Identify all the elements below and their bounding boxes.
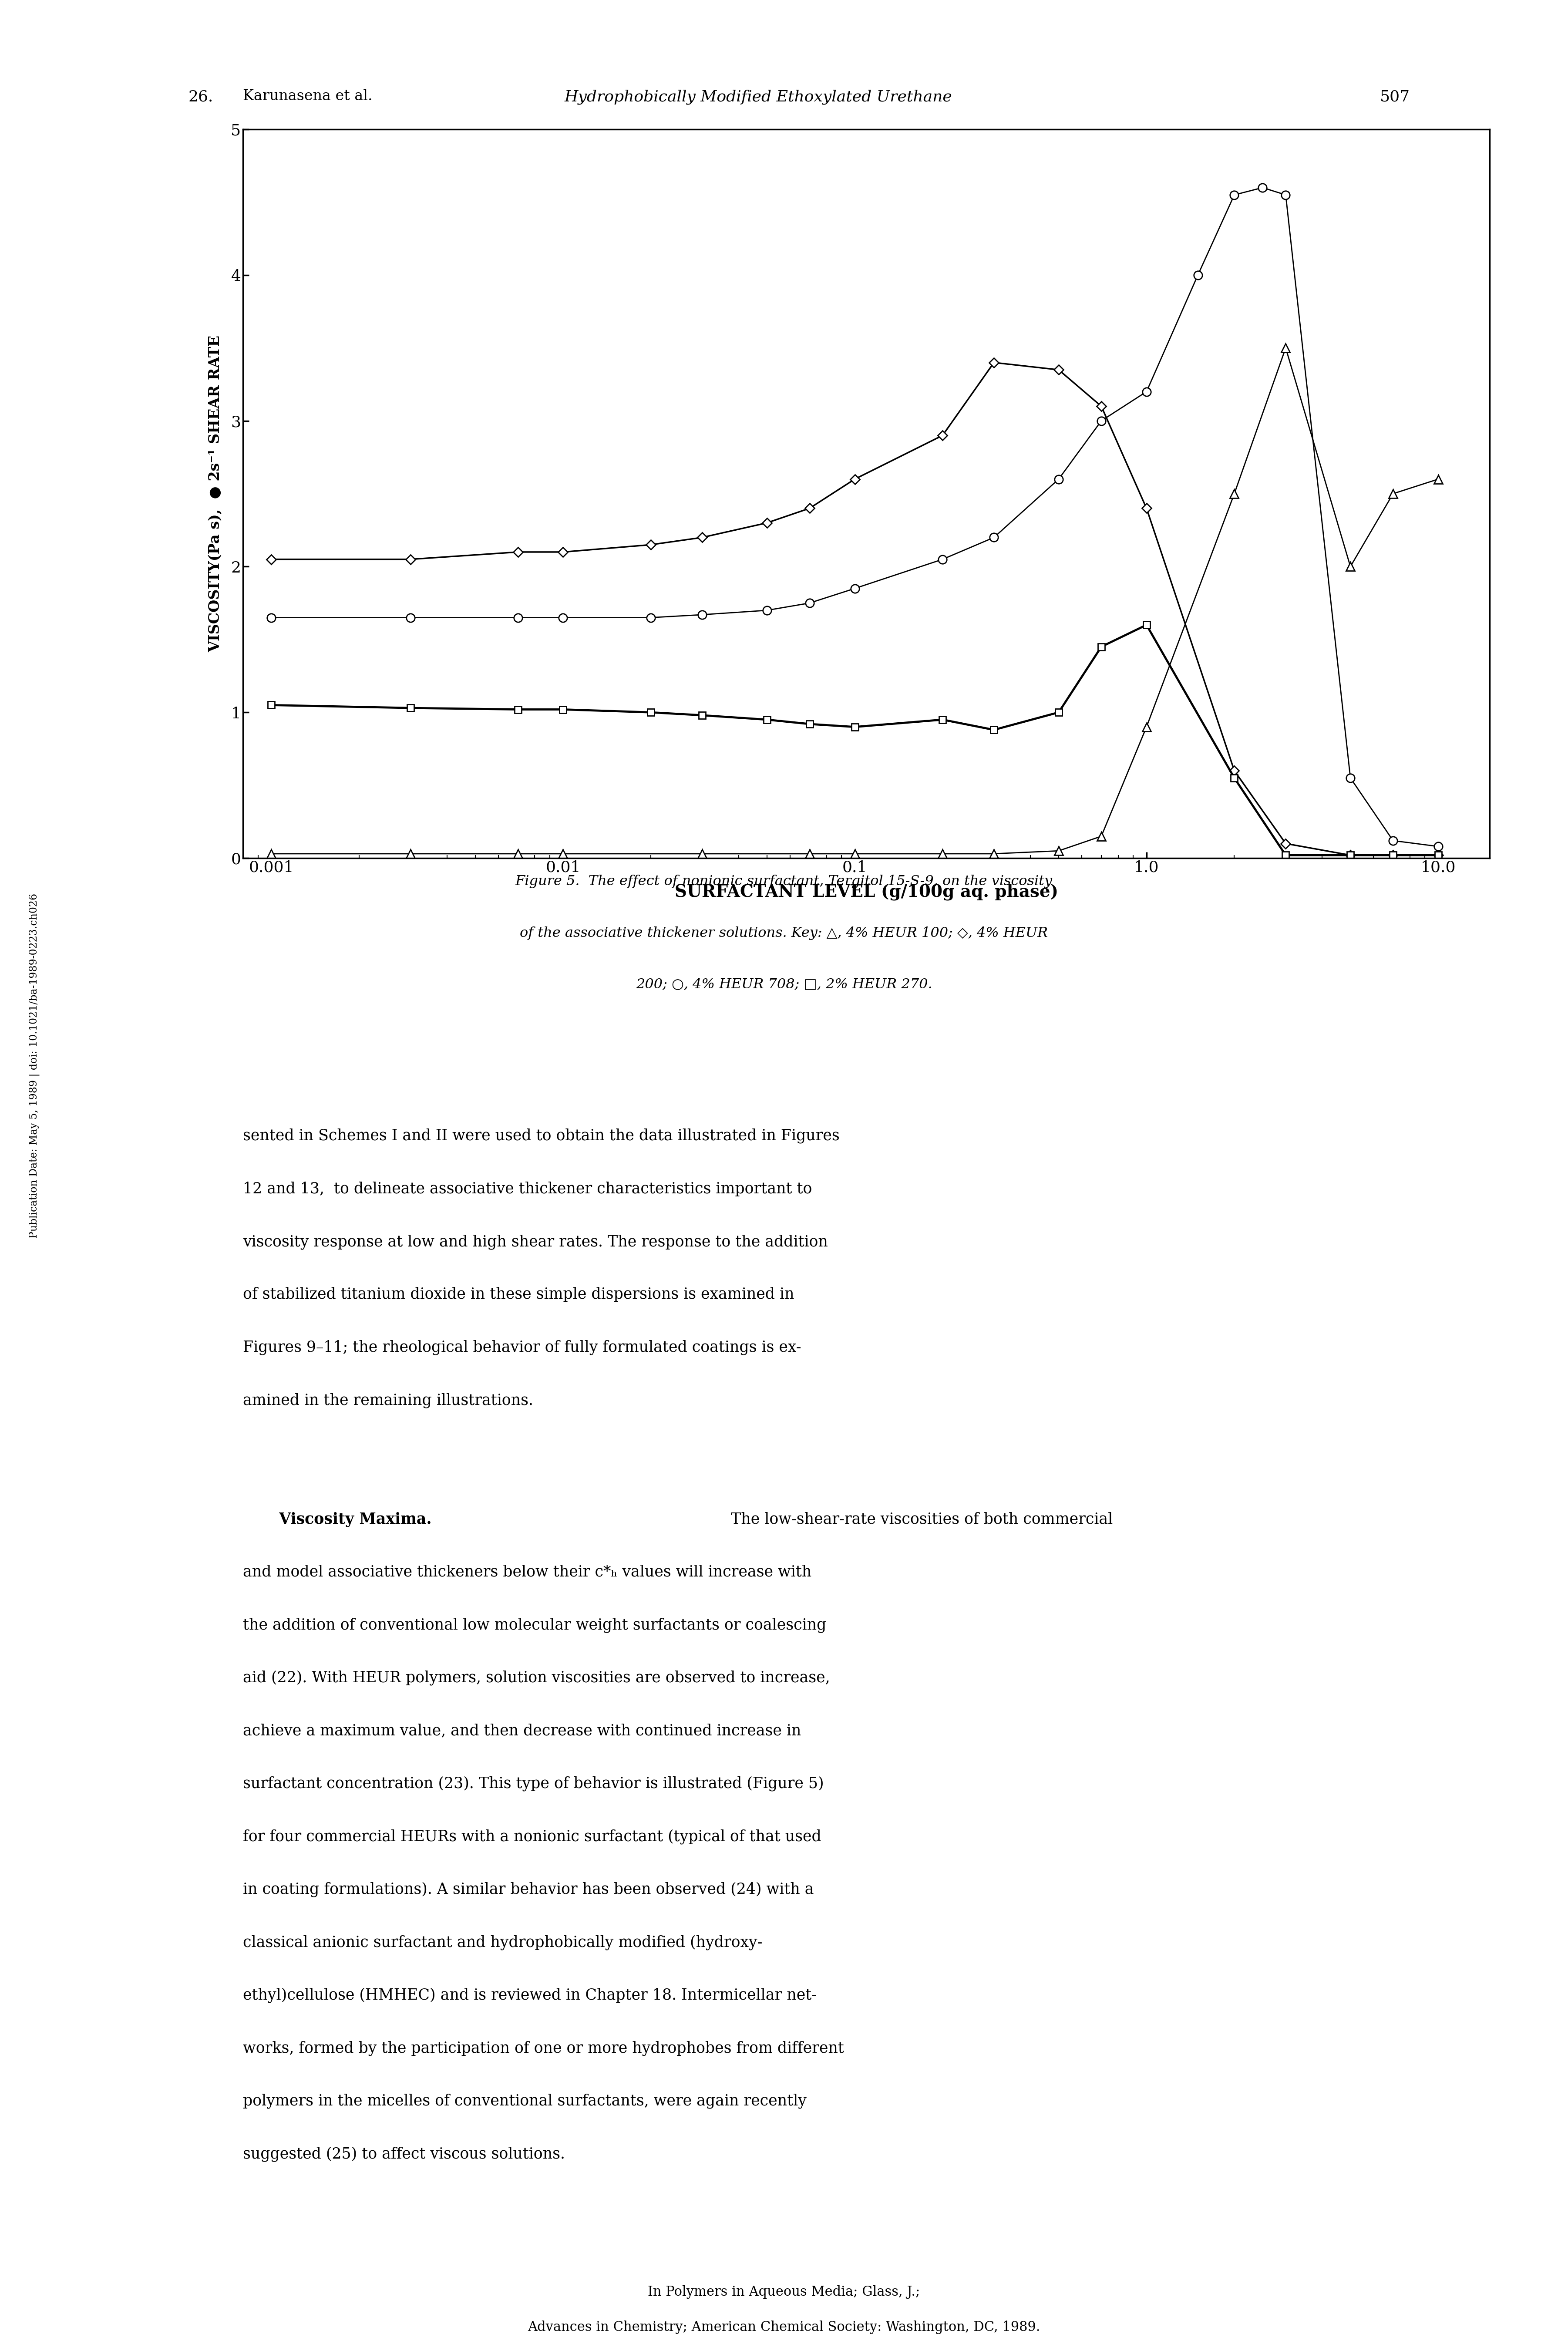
Text: in coating formulations). A similar behavior has been observed (24) with a: in coating formulations). A similar beha… bbox=[243, 1881, 814, 1897]
Text: of stabilized titanium dioxide in these simple dispersions is examined in: of stabilized titanium dioxide in these … bbox=[243, 1288, 795, 1302]
Y-axis label: VISCOSITY(Pa s),  ● 2s⁻¹ SHEAR RATE: VISCOSITY(Pa s), ● 2s⁻¹ SHEAR RATE bbox=[209, 336, 223, 651]
Text: 507: 507 bbox=[1380, 89, 1410, 103]
Text: 26.: 26. bbox=[188, 89, 213, 103]
Text: Advances in Chemistry; American Chemical Society: Washington, DC, 1989.: Advances in Chemistry; American Chemical… bbox=[528, 2320, 1040, 2335]
Text: surfactant concentration (23). This type of behavior is illustrated (Figure 5): surfactant concentration (23). This type… bbox=[243, 1777, 825, 1791]
Text: Karunasena et al.: Karunasena et al. bbox=[243, 89, 373, 103]
X-axis label: SURFACTANT LEVEL (g/100g aq. phase): SURFACTANT LEVEL (g/100g aq. phase) bbox=[674, 884, 1058, 900]
Text: sented in Schemes I and II were used to obtain the data illustrated in Figures: sented in Schemes I and II were used to … bbox=[243, 1128, 840, 1143]
Text: Viscosity Maxima.: Viscosity Maxima. bbox=[243, 1512, 431, 1526]
Text: Figure 5.  The effect of nonionic surfactant, Tergitol 15-S-9, on the viscosity: Figure 5. The effect of nonionic surfact… bbox=[516, 875, 1052, 889]
Text: classical anionic surfactant and hydrophobically modified (hydroxy-: classical anionic surfactant and hydroph… bbox=[243, 1935, 762, 1949]
Text: amined in the remaining illustrations.: amined in the remaining illustrations. bbox=[243, 1392, 533, 1408]
Text: works, formed by the participation of one or more hydrophobes from different: works, formed by the participation of on… bbox=[243, 2041, 844, 2055]
Text: suggested (25) to affect viscous solutions.: suggested (25) to affect viscous solutio… bbox=[243, 2146, 564, 2161]
Text: and model associative thickeners below their c*ₕ values will increase with: and model associative thickeners below t… bbox=[243, 1566, 812, 1580]
Text: achieve a maximum value, and then decrease with continued increase in: achieve a maximum value, and then decrea… bbox=[243, 1723, 801, 1737]
Text: aid (22). With HEUR polymers, solution viscosities are observed to increase,: aid (22). With HEUR polymers, solution v… bbox=[243, 1669, 829, 1686]
Text: polymers in the micelles of conventional surfactants, were again recently: polymers in the micelles of conventional… bbox=[243, 2095, 806, 2109]
Text: Figures 9–11; the rheological behavior of fully formulated coatings is ex-: Figures 9–11; the rheological behavior o… bbox=[243, 1340, 801, 1354]
Text: 12 and 13,  to delineate associative thickener characteristics important to: 12 and 13, to delineate associative thic… bbox=[243, 1180, 812, 1197]
Text: Hydrophobically Modified Ethoxylated Urethane: Hydrophobically Modified Ethoxylated Ure… bbox=[564, 89, 952, 103]
Text: In Polymers in Aqueous Media; Glass, J.;: In Polymers in Aqueous Media; Glass, J.; bbox=[648, 2285, 920, 2299]
Text: the addition of conventional low molecular weight surfactants or coalescing: the addition of conventional low molecul… bbox=[243, 1617, 826, 1632]
Text: viscosity response at low and high shear rates. The response to the addition: viscosity response at low and high shear… bbox=[243, 1234, 828, 1248]
Text: ethyl)cellulose (HMHEC) and is reviewed in Chapter 18. Intermicellar net-: ethyl)cellulose (HMHEC) and is reviewed … bbox=[243, 1989, 817, 2003]
Text: 200; ○, 4% HEUR 708; □, 2% HEUR 270.: 200; ○, 4% HEUR 708; □, 2% HEUR 270. bbox=[637, 978, 931, 992]
Text: of the associative thickener solutions. Key: △, 4% HEUR 100; ◇, 4% HEUR: of the associative thickener solutions. … bbox=[521, 926, 1047, 940]
Text: Publication Date: May 5, 1989 | doi: 10.1021/ba-1989-0223.ch026: Publication Date: May 5, 1989 | doi: 10.… bbox=[30, 893, 39, 1239]
Text: The low-shear-rate viscosities of both commercial: The low-shear-rate viscosities of both c… bbox=[721, 1512, 1113, 1526]
Text: for four commercial HEURs with a nonionic surfactant (typical of that used: for four commercial HEURs with a nonioni… bbox=[243, 1829, 822, 1843]
